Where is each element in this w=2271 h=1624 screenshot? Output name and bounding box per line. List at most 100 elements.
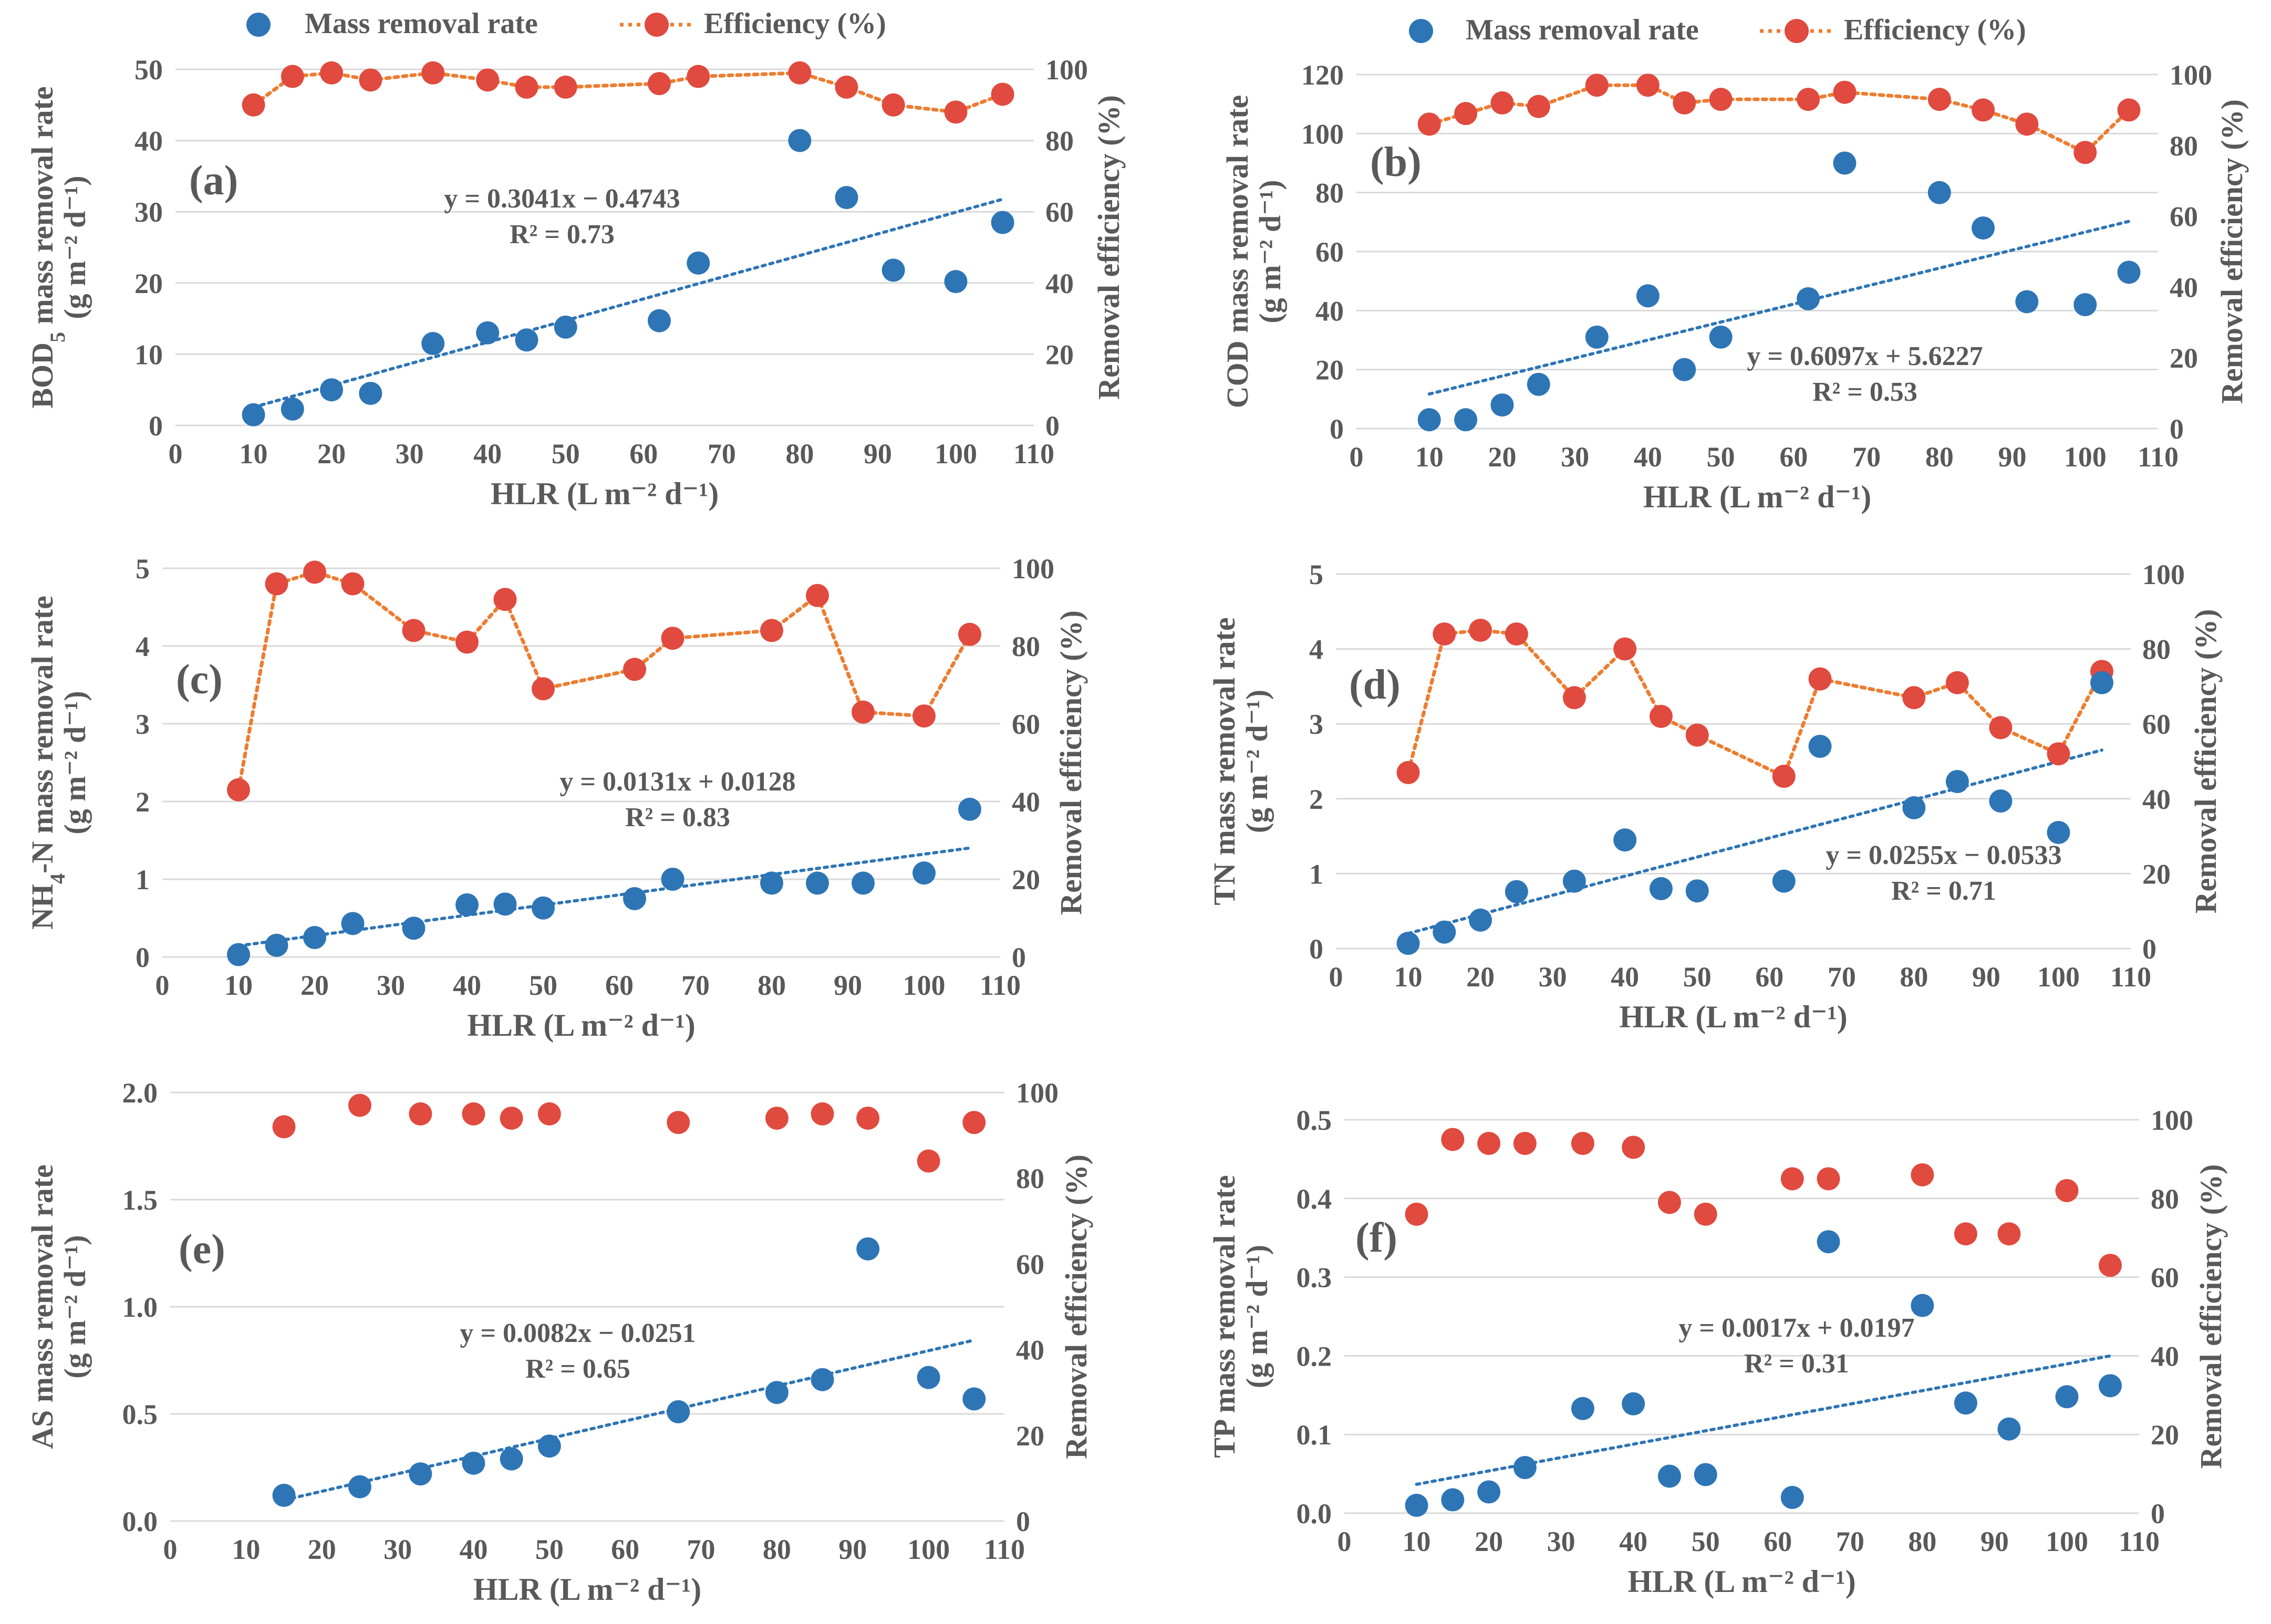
y2-tick-label: 100 xyxy=(2142,559,2185,590)
efficiency-point xyxy=(1945,671,1969,694)
y-tick-label: 40 xyxy=(134,126,163,157)
y2-tick-label: 20 xyxy=(1012,864,1040,896)
trend-equation: y = 0.0255x − 0.0533 xyxy=(1826,840,2061,870)
legend-eff-marker xyxy=(1785,19,1809,43)
x-tick-label: 60 xyxy=(1779,441,1808,473)
y2-tick-label: 0 xyxy=(2170,413,2184,445)
x-tick-label: 60 xyxy=(605,970,634,1001)
mass-point xyxy=(1405,1494,1428,1517)
legend-left: Mass removal rate Efficiency (%) xyxy=(246,7,886,40)
y-axis-unit-label: (g m⁻² d⁻¹) xyxy=(58,691,92,834)
efficiency-point xyxy=(1571,1131,1594,1155)
x-tick-label: 30 xyxy=(1539,961,1567,993)
x-tick-label: 100 xyxy=(935,438,977,470)
x-tick-label: 110 xyxy=(984,1534,1025,1565)
x-tick-label: 30 xyxy=(1561,441,1589,473)
y2-axis-label: Removal efficiency (%) xyxy=(1092,95,1126,400)
mass-point xyxy=(1417,408,1441,432)
efficiency-point xyxy=(1694,1202,1717,1226)
efficiency-point xyxy=(806,584,829,607)
x-tick-label: 20 xyxy=(1466,961,1495,993)
y-tick-label: 1 xyxy=(1309,858,1323,890)
y2-tick-label: 40 xyxy=(2170,272,2198,303)
x-tick-label: 50 xyxy=(529,970,557,1001)
mass-point xyxy=(1571,1397,1594,1420)
y2-tick-label: 20 xyxy=(1016,1420,1044,1452)
y-tick-label: 0 xyxy=(149,410,163,442)
legend-eff-label: Efficiency (%) xyxy=(1844,14,2026,46)
x-tick-label: 90 xyxy=(1980,1526,2009,1557)
efficiency-point xyxy=(1622,1136,1645,1159)
trend-equation: y = 0.0131x + 0.0128 xyxy=(559,767,795,797)
y-axis-unit-label: (g m⁻² d⁻¹) xyxy=(58,175,92,319)
efficiency-point xyxy=(765,1106,789,1130)
mass-point xyxy=(1441,1488,1465,1512)
efficiency-point xyxy=(1709,88,1733,111)
mass-point xyxy=(242,403,265,426)
mass-point xyxy=(788,129,812,152)
mass-point xyxy=(2117,261,2141,284)
efficiency-point xyxy=(1808,667,1832,691)
mass-point xyxy=(500,1447,523,1471)
efficiency-point xyxy=(1833,80,1857,104)
trend-r2: R² = 0.31 xyxy=(1744,1349,1849,1379)
efficiency-point xyxy=(554,75,577,99)
chart-panel-6: 0.0 0.1 0.2 0.3 0.4 0.5 0 20 40 60 80 100 0 10 20 30 40 5… xyxy=(1207,1105,2228,1599)
mass-point xyxy=(493,892,517,916)
chart-panel-5: 0.0 0.5 1.0 1.5 2.0 0 20 40 60 80 100 0 10 20 30 40 50 60… xyxy=(25,1077,1093,1607)
mass-point xyxy=(1490,393,1514,417)
x-axis-label: HLR (L m⁻² d⁻¹) xyxy=(1619,1000,1847,1034)
mass-point xyxy=(687,251,710,275)
panel-label: (c) xyxy=(176,657,223,703)
y-tick-label: 10 xyxy=(134,339,163,370)
x-tick-label: 90 xyxy=(1972,961,2000,993)
x-tick-label: 100 xyxy=(2064,441,2107,473)
y-axis-unit-label: (g m⁻² d⁻¹) xyxy=(1240,690,1274,833)
efficiency-series-line xyxy=(1406,628,2104,779)
mass-point xyxy=(835,186,858,210)
efficiency-point xyxy=(1433,622,1456,646)
efficiency-point xyxy=(788,61,812,85)
x-tick-label: 20 xyxy=(308,1534,336,1565)
panel-label: (f) xyxy=(1355,1215,1397,1261)
x-tick-label: 0 xyxy=(1329,961,1343,993)
efficiency-point xyxy=(1649,704,1673,728)
mass-point xyxy=(944,270,968,294)
y-tick-label: 2 xyxy=(1309,784,1323,815)
efficiency-point xyxy=(1562,686,1586,710)
mass-point xyxy=(1972,216,1995,240)
y2-tick-label: 80 xyxy=(2142,634,2171,665)
x-axis-label: HLR (L m⁻² d⁻¹) xyxy=(473,1572,701,1607)
x-tick-label: 50 xyxy=(1707,441,1735,473)
efficiency-point xyxy=(1613,637,1637,661)
efficiency-series-line xyxy=(236,570,972,792)
y2-tick-label: 40 xyxy=(2142,784,2171,815)
x-tick-label: 110 xyxy=(2110,961,2151,993)
y-tick-label: 0.5 xyxy=(1297,1105,1332,1136)
mass-point xyxy=(303,926,326,949)
mass-point xyxy=(2055,1385,2079,1409)
y2-tick-label: 80 xyxy=(2170,130,2198,162)
efficiency-point xyxy=(2073,141,2097,164)
y2-tick-label: 100 xyxy=(1016,1077,1059,1109)
y-tick-label: 5 xyxy=(1309,559,1323,590)
mass-point xyxy=(227,943,250,966)
x-tick-label: 70 xyxy=(1852,441,1881,473)
x-tick-label: 90 xyxy=(838,1534,867,1565)
x-tick-label: 30 xyxy=(1547,1526,1575,1557)
y-tick-label: 50 xyxy=(134,54,163,86)
efficiency-point xyxy=(623,658,646,681)
efficiency-point xyxy=(1454,102,1478,126)
mass-point xyxy=(1911,1294,1934,1317)
efficiency-point xyxy=(1441,1128,1465,1151)
mass-point xyxy=(1808,734,1832,758)
mass-point xyxy=(348,1475,371,1498)
efficiency-point xyxy=(811,1102,834,1126)
efficiency-point xyxy=(320,61,344,85)
y2-tick-label: 100 xyxy=(1045,54,1088,86)
mass-point xyxy=(341,912,365,935)
efficiency-point xyxy=(2117,98,2141,122)
mass-point xyxy=(1454,408,1478,432)
efficiency-point xyxy=(1636,74,1660,97)
